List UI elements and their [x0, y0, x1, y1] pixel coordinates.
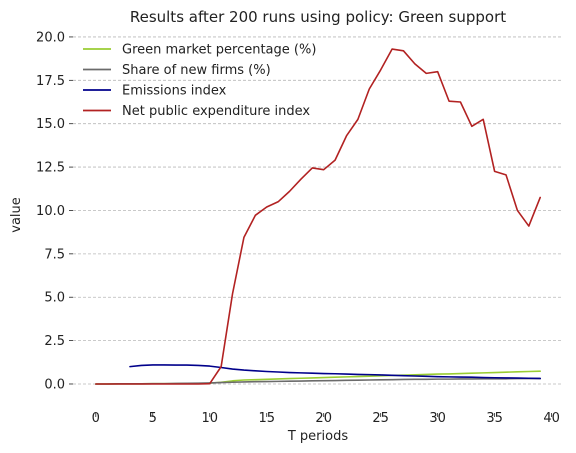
series-line-share-of-new-firms: [94, 377, 542, 385]
x-tick-label: 10: [201, 411, 218, 426]
legend: Green market percentage (%) Share of new …: [83, 43, 316, 119]
x-tick-label: 5: [149, 411, 157, 426]
series-layer: [94, 48, 542, 385]
x-tick-label: 40: [543, 411, 560, 426]
y-tick-label: 12.5: [36, 161, 65, 176]
y-axis-ticks: 0.0 2.5 5.0 7.5 10.0 12.5 15.0 17.5 20.0: [36, 30, 73, 392]
legend-label-emissions-index: Emissions index: [122, 84, 227, 99]
y-gridlines: [73, 36, 563, 385]
chart-title: Results after 200 runs using policy: Gre…: [130, 8, 506, 26]
x-tick-label: 35: [486, 411, 503, 426]
plot-area: [73, 36, 563, 385]
x-tick-label: 20: [315, 411, 332, 426]
legend-label-green-market-percentage: Green market percentage (%): [122, 43, 316, 58]
y-tick-label: 10.0: [36, 204, 65, 219]
x-tick-label: 25: [372, 411, 389, 426]
legend-label-share-of-new-firms: Share of new firms (%): [122, 63, 271, 78]
y-axis-label: value: [9, 197, 24, 233]
x-tick-label: 30: [429, 411, 446, 426]
y-tick-label: 0.0: [44, 377, 65, 392]
y-tick-label: 7.5: [44, 247, 65, 262]
y-tick-label: 2.5: [44, 334, 65, 349]
series-line-net-public-expenditure-index: [94, 48, 542, 385]
series-line-emissions-index: [129, 364, 542, 380]
y-tick-label: 17.5: [36, 74, 65, 89]
x-axis-ticks: 0 5 10 15 20 25 30 35 40: [92, 411, 560, 426]
legend-label-net-public-expenditure-index: Net public expenditure index: [122, 104, 310, 119]
x-axis-label: T periods: [287, 429, 348, 444]
y-tick-label: 15.0: [36, 117, 65, 132]
x-tick-label: 0: [92, 411, 100, 426]
y-tick-label: 20.0: [36, 30, 65, 45]
y-tick-label: 5.0: [44, 291, 65, 306]
x-tick-label: 15: [258, 411, 275, 426]
